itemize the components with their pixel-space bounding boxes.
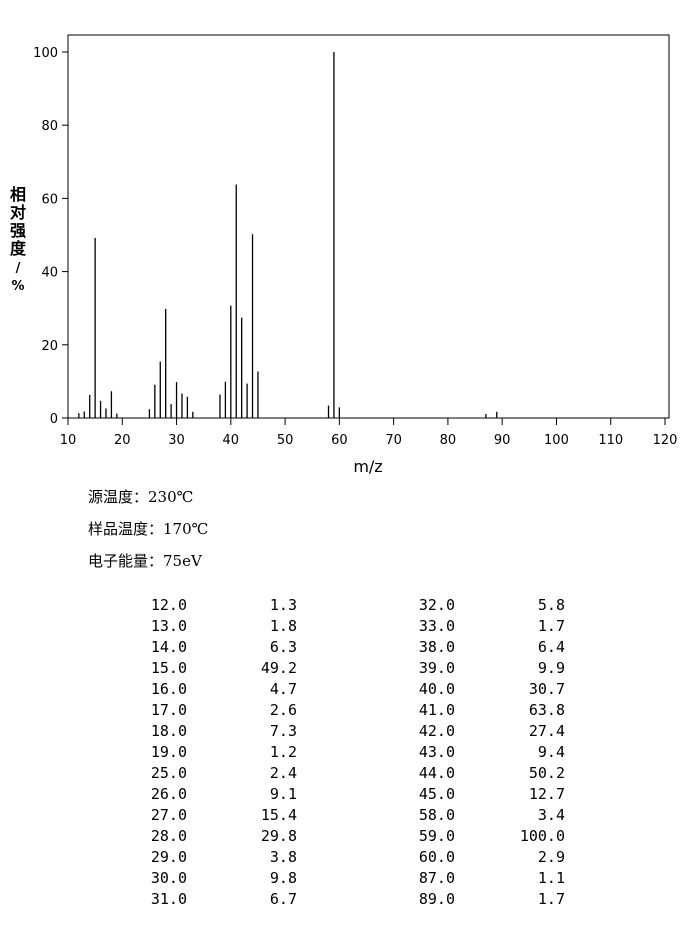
y-tick-label: 60	[41, 192, 58, 207]
x-tick-label: 70	[385, 433, 402, 448]
table-cell: 27.0	[151, 806, 187, 824]
table-cell: 18.0	[151, 722, 187, 740]
x-tick-label: 50	[277, 433, 294, 448]
table-cell: 1.3	[270, 596, 297, 614]
table-cell: 38.0	[419, 638, 455, 656]
table-cell: 28.0	[151, 827, 187, 845]
y-axis-label: 相对强度/%	[10, 185, 27, 294]
table-cell: 45.0	[419, 785, 455, 803]
table-cell: 4.7	[270, 680, 297, 698]
table-cell: 1.7	[538, 617, 565, 635]
table-cell: 9.1	[270, 785, 297, 803]
table-cell: 100.0	[520, 827, 565, 845]
table-cell: 6.7	[270, 890, 297, 908]
table-cell: 49.2	[261, 659, 297, 677]
table-cell: 9.4	[538, 743, 565, 761]
table-cell: 1.8	[270, 617, 297, 635]
table-cell: 2.9	[538, 848, 565, 866]
x-tick-label: 40	[223, 433, 240, 448]
x-tick-label: 110	[598, 433, 623, 448]
table-cell: 32.0	[419, 596, 455, 614]
table-cell: 31.0	[151, 890, 187, 908]
table-cell: 1.1	[538, 869, 565, 887]
table-cell: 29.8	[261, 827, 297, 845]
table-cell: 41.0	[419, 701, 455, 719]
table-cell: 29.0	[151, 848, 187, 866]
table-cell: 89.0	[419, 890, 455, 908]
table-cell: 50.2	[529, 764, 565, 782]
y-tick-label: 40	[41, 266, 58, 281]
x-tick-label: 60	[331, 433, 348, 448]
table-cell: 5.8	[538, 596, 565, 614]
table-cell: 17.0	[151, 701, 187, 719]
y-tick-label: 20	[41, 339, 58, 354]
table-cell: 44.0	[419, 764, 455, 782]
table-cell: 25.0	[151, 764, 187, 782]
x-tick-label: 80	[440, 433, 457, 448]
table-cell: 3.4	[538, 806, 565, 824]
table-cell: 6.3	[270, 638, 297, 656]
table-cell: 15.4	[261, 806, 297, 824]
note: 源温度：230℃	[88, 488, 193, 506]
table-cell: 1.7	[538, 890, 565, 908]
table-cell: 3.8	[270, 848, 297, 866]
table-cell: 33.0	[419, 617, 455, 635]
table-cell: 16.0	[151, 680, 187, 698]
table-cell: 6.4	[538, 638, 565, 656]
table-cell: 60.0	[419, 848, 455, 866]
table-cell: 7.3	[270, 722, 297, 740]
table-cell: 87.0	[419, 869, 455, 887]
note: 样品温度：170℃	[88, 520, 208, 538]
table-cell: 43.0	[419, 743, 455, 761]
table-cell: 9.8	[270, 869, 297, 887]
table-cell: 2.6	[270, 701, 297, 719]
y-tick-label: 80	[41, 119, 58, 134]
table-cell: 39.0	[419, 659, 455, 677]
x-tick-label: 20	[114, 433, 131, 448]
table-cell: 13.0	[151, 617, 187, 635]
table-cell: 26.0	[151, 785, 187, 803]
table-cell: 1.2	[270, 743, 297, 761]
table-cell: 9.9	[538, 659, 565, 677]
table-cell: 30.7	[529, 680, 565, 698]
table-cell: 12.7	[529, 785, 565, 803]
table-cell: 63.8	[529, 701, 565, 719]
y-tick-label: 0	[50, 412, 58, 427]
x-tick-label: 30	[168, 433, 185, 448]
table-cell: 59.0	[419, 827, 455, 845]
table-cell: 12.0	[151, 596, 187, 614]
table-cell: 30.0	[151, 869, 187, 887]
x-axis-label: m/z	[353, 457, 382, 476]
x-tick-label: 90	[494, 433, 511, 448]
note: 电子能量：75eV	[88, 552, 203, 570]
table-cell: 27.4	[529, 722, 565, 740]
x-tick-label: 10	[60, 433, 77, 448]
table-cell: 42.0	[419, 722, 455, 740]
plot-frame	[67, 34, 670, 419]
x-tick-label: 100	[544, 433, 569, 448]
table-cell: 40.0	[419, 680, 455, 698]
table-cell: 2.4	[270, 764, 297, 782]
table-cell: 15.0	[151, 659, 187, 677]
x-tick-label: 120	[653, 433, 678, 448]
table-cell: 58.0	[419, 806, 455, 824]
table-cell: 14.0	[151, 638, 187, 656]
table-cell: 19.0	[151, 743, 187, 761]
y-tick-label: 100	[33, 46, 58, 61]
